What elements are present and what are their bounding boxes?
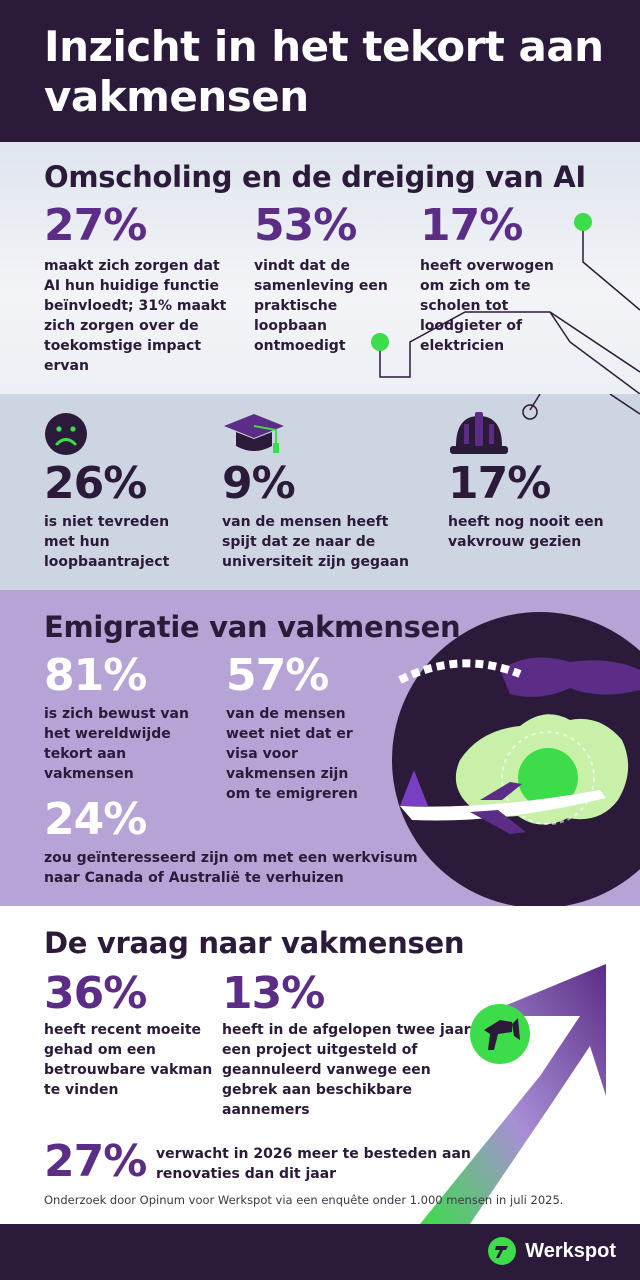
stat-text: heeft nog nooit een vakvrouw gezien <box>448 514 604 550</box>
stat-text: vindt dat de samenleving een praktische … <box>254 258 388 354</box>
stat-text: van de mensen weet niet dat er visa voor… <box>226 706 358 802</box>
circuit-lines-decoration <box>371 213 640 394</box>
stat-value: 13% <box>222 968 325 1019</box>
circuit-lines-decoration <box>522 394 640 420</box>
stat-value: 36% <box>44 968 147 1019</box>
emigration-section-heading: Emigratie van vakmensen <box>44 610 461 644</box>
stat-text: verwacht in 2026 meer te besteden aan re… <box>156 1146 471 1182</box>
stat-value: 57% <box>226 650 329 701</box>
stat-value: 17% <box>420 200 523 251</box>
stat-value: 17% <box>448 458 551 509</box>
source-note: Onderzoek door Opinum voor Werkspot via … <box>44 1193 564 1207</box>
stat-value: 81% <box>44 650 147 701</box>
stat-text: is niet tevreden met hun loopbaantraject <box>44 514 170 570</box>
stat-text: van de mensen heeft spijt dat ze naar de… <box>222 514 409 570</box>
stat-text: heeft overwogen om zich om te scholen to… <box>420 258 554 354</box>
header: Inzicht in het tekort aan vakmensen <box>0 0 640 142</box>
hard-hat-icon <box>450 412 508 454</box>
stat-value: 26% <box>44 458 147 509</box>
werkspot-logo: Werkspot <box>487 1236 616 1266</box>
stat-value: 53% <box>254 200 357 251</box>
stat-value: 27% <box>44 1136 147 1187</box>
ai-section-heading: Omscholing en de dreiging van AI <box>44 160 586 194</box>
stat-text: is zich bewust van het wereldwijde tekor… <box>44 706 189 782</box>
stat-value: 27% <box>44 200 147 251</box>
demand-section: De vraag naar vakmensen 36% heeft recent… <box>0 906 640 1224</box>
stat-text: heeft recent moeite gehad om een betrouw… <box>44 1022 213 1098</box>
demand-section-heading: De vraag naar vakmensen <box>44 926 465 960</box>
stat-value: 9% <box>222 458 296 509</box>
stat-text: maakt zich zorgen dat AI hun huidige fun… <box>44 258 227 374</box>
stat-value: 24% <box>44 794 147 845</box>
graduation-cap-icon <box>224 414 284 453</box>
brand-name: Werkspot <box>525 1239 616 1262</box>
growth-arrow-illustration <box>420 964 606 1224</box>
ai-section: Omscholing en de dreiging van AI 27% maa… <box>0 142 640 394</box>
page-title: Inzicht in het tekort aan vakmensen <box>44 22 604 121</box>
footer: Werkspot <box>0 1224 640 1280</box>
stat-text: heeft in de afgelopen twee jaar een proj… <box>222 1022 471 1118</box>
emigration-section: Emigratie van vakmensen 81% is zich bewu… <box>0 590 640 906</box>
globe-airplane-illustration <box>392 612 640 906</box>
sad-face-icon <box>45 413 87 455</box>
career-section: 26% is niet tevreden met hun loopbaantra… <box>0 394 640 590</box>
werkspot-logo-icon <box>488 1237 517 1265</box>
stat-text: zou geïnteresseerd zijn om met een werkv… <box>44 850 418 886</box>
